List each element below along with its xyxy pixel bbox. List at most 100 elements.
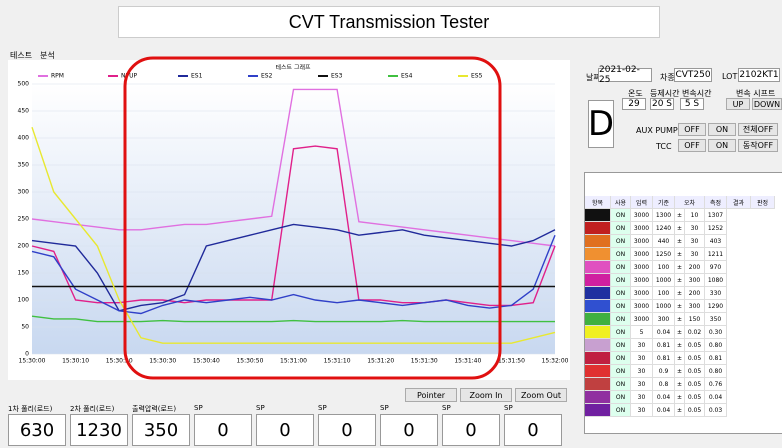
table-cell: 1290 bbox=[705, 300, 727, 313]
row-swatch bbox=[585, 391, 611, 404]
y-tick-label: 200 bbox=[18, 243, 30, 250]
table-cell[interactable]: ON bbox=[611, 274, 631, 287]
table-cell: 970 bbox=[705, 261, 727, 274]
table-cell: ± bbox=[675, 222, 685, 235]
x-tick-label: 15:32:00 bbox=[542, 358, 569, 365]
table-cell: ± bbox=[675, 261, 685, 274]
table-header: 입력 bbox=[631, 196, 653, 209]
table-cell[interactable]: ON bbox=[611, 326, 631, 339]
gauge-label: SP bbox=[318, 404, 327, 412]
table-cell: 0.05 bbox=[685, 378, 705, 391]
table-cell: 0.76 bbox=[705, 378, 727, 391]
temp-field: 29 bbox=[622, 98, 646, 110]
table-cell: 1080 bbox=[705, 274, 727, 287]
table-header: 항목 bbox=[585, 196, 611, 209]
x-tick-label: 15:30:10 bbox=[62, 358, 89, 365]
table-cell: 1250 bbox=[653, 248, 675, 261]
row-swatch bbox=[585, 235, 611, 248]
table-cell[interactable]: ON bbox=[611, 404, 631, 417]
x-tick-label: 15:31:20 bbox=[367, 358, 394, 365]
gauge-label: SP bbox=[442, 404, 451, 412]
button[interactable]: ON bbox=[708, 123, 736, 136]
label: AUX PUMP bbox=[636, 126, 678, 135]
table-cell: ± bbox=[675, 365, 685, 378]
table-cell[interactable]: ON bbox=[611, 378, 631, 391]
x-tick-label: 15:31:10 bbox=[324, 358, 351, 365]
table-cell: 1252 bbox=[705, 222, 727, 235]
legend-label: ES1 bbox=[191, 73, 203, 80]
table-cell: 150 bbox=[685, 313, 705, 326]
table-cell: 0.05 bbox=[685, 352, 705, 365]
button[interactable]: 전체OFF bbox=[738, 123, 778, 136]
table-cell: 0.05 bbox=[685, 365, 705, 378]
lot-field[interactable]: 2102KT1 bbox=[738, 68, 780, 82]
table-cell: 1307 bbox=[705, 209, 727, 222]
button[interactable]: UP bbox=[726, 98, 750, 110]
button[interactable]: Zoom Out bbox=[515, 388, 567, 402]
x-tick-label: 15:31:30 bbox=[411, 358, 438, 365]
table-cell: 1211 bbox=[705, 248, 727, 261]
table-cell: 0.9 bbox=[653, 365, 675, 378]
table-cell[interactable]: ON bbox=[611, 287, 631, 300]
row-swatch bbox=[585, 274, 611, 287]
table-cell: ± bbox=[675, 300, 685, 313]
table-cell: 0.02 bbox=[685, 326, 705, 339]
button[interactable]: Zoom In bbox=[460, 388, 512, 402]
gauge-label: 1차 풀리(로드) bbox=[8, 405, 53, 413]
table-cell: ± bbox=[675, 326, 685, 339]
table-cell: 30 bbox=[685, 235, 705, 248]
table-cell: 3000 bbox=[631, 222, 653, 235]
table-cell: 30 bbox=[685, 248, 705, 261]
table-cell[interactable]: ON bbox=[611, 248, 631, 261]
date-field[interactable]: 2021-02-25 bbox=[598, 65, 652, 85]
table-cell[interactable]: ON bbox=[611, 209, 631, 222]
table-cell[interactable]: ON bbox=[611, 391, 631, 404]
chart: 테스트 그래프 0 50 100 150 200 250 300 350 400 450 500 15… bbox=[8, 60, 570, 380]
table-cell[interactable]: ON bbox=[611, 352, 631, 365]
table-cell: 3000 bbox=[631, 300, 653, 313]
tab[interactable]: 테스트 bbox=[10, 51, 33, 60]
table-cell: 30 bbox=[631, 378, 653, 391]
gauge-value: 0 bbox=[380, 414, 438, 446]
shift-field: 5 S bbox=[680, 98, 704, 110]
model-field[interactable]: CVT250 bbox=[674, 68, 712, 82]
button[interactable]: DOWN bbox=[752, 98, 782, 110]
table-cell: ± bbox=[675, 404, 685, 417]
button[interactable]: OFF bbox=[678, 123, 706, 136]
button[interactable]: OFF bbox=[678, 139, 706, 152]
label: 온도 bbox=[628, 89, 643, 98]
table-cell: ± bbox=[675, 352, 685, 365]
gauge-value: 0 bbox=[318, 414, 376, 446]
table-cell: 30 bbox=[685, 222, 705, 235]
legend-label: ES4 bbox=[401, 73, 413, 80]
button[interactable]: 동작OFF bbox=[738, 139, 778, 152]
table-cell[interactable]: ON bbox=[611, 222, 631, 235]
button[interactable]: ON bbox=[708, 139, 736, 152]
y-tick-label: 250 bbox=[18, 216, 30, 223]
row-swatch bbox=[585, 365, 611, 378]
table-cell: 330 bbox=[705, 287, 727, 300]
button[interactable]: Pointer bbox=[405, 388, 457, 402]
table-cell[interactable]: ON bbox=[611, 300, 631, 313]
y-tick-label: 0 bbox=[25, 351, 29, 358]
table-cell: 30 bbox=[631, 391, 653, 404]
label: TCC bbox=[656, 142, 672, 151]
table-cell[interactable]: ON bbox=[611, 261, 631, 274]
label: 변속 시프트 bbox=[736, 89, 776, 98]
tab[interactable]: 분석 bbox=[40, 51, 55, 60]
table-cell: 0.04 bbox=[653, 326, 675, 339]
row-swatch bbox=[585, 378, 611, 391]
table-cell: 0.04 bbox=[653, 391, 675, 404]
table-cell[interactable]: ON bbox=[611, 235, 631, 248]
table-cell[interactable]: ON bbox=[611, 365, 631, 378]
table-cell: 0.05 bbox=[685, 391, 705, 404]
table-header: 측정 bbox=[705, 196, 727, 209]
table-cell[interactable]: ON bbox=[611, 339, 631, 352]
table-cell[interactable]: ON bbox=[611, 313, 631, 326]
gauge-label: SP bbox=[380, 404, 389, 412]
table-cell: 0.04 bbox=[653, 404, 675, 417]
gauge-value: 0 bbox=[194, 414, 252, 446]
table-cell: 0.80 bbox=[705, 339, 727, 352]
table-cell: 3000 bbox=[631, 274, 653, 287]
